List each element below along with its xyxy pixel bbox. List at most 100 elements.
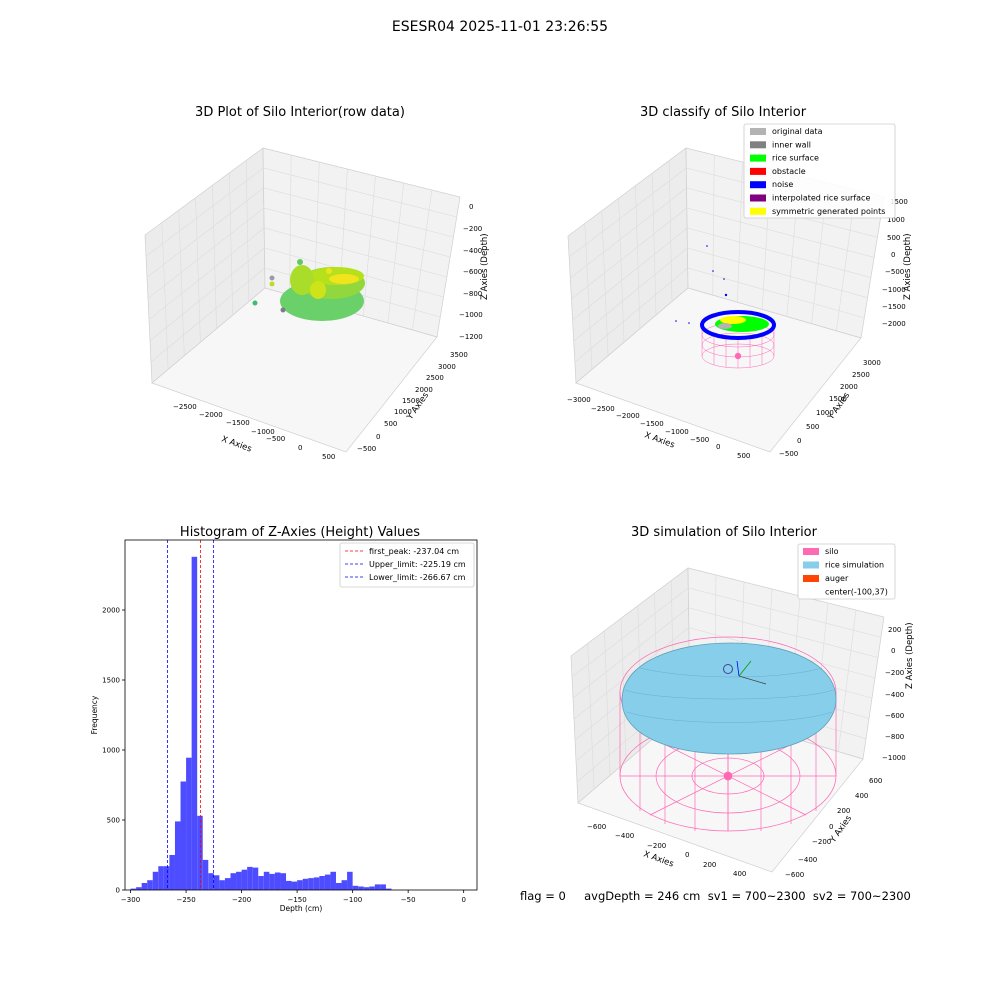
tick-label: −500 [266,435,285,443]
histogram-bar [152,871,159,890]
histogram-bar [269,873,275,890]
tick-label: 500 [322,453,335,461]
histogram-bar [330,871,336,890]
histogram-bar [197,815,203,890]
tick-label: −600 [885,712,904,720]
tick-label: 400 [855,792,868,800]
tick-label: −100 [343,896,362,904]
raw-z-ticks: 0 −200 −400 −600 −800 −1000 −1200 [459,203,483,341]
tick-label: 0 [797,437,801,445]
tick-label: 0 [891,251,895,259]
histogram-y-axis-label: Frequency [90,695,99,734]
histogram-bar [258,876,264,890]
legend-swatch [750,141,766,149]
tick-label: 2000 [840,383,858,391]
legend-label: noise [772,180,793,189]
histogram-legend: first_peak: -237.04 cm Upper_limit: -225.… [339,542,475,588]
histogram-bar [286,880,292,890]
histogram-bar [224,878,231,890]
status-text: flag = 0 avgDepth = 246 cm sv1 = 700~230… [520,889,911,903]
tick-label: 200 [888,626,901,634]
histogram-bar [358,886,364,890]
histogram-bar [302,878,309,890]
tick-label: 1000 [394,408,412,416]
histogram-bar [136,887,142,890]
tick-label: −1000 [882,754,906,762]
histogram-bar [247,866,253,890]
classified-points [675,245,776,340]
tick-label: 2000 [102,607,120,615]
simulation-plot-title: 3D simulation of Silo Interior [631,525,818,540]
tick-label: −200 [647,842,666,850]
tick-label: −800 [885,733,904,741]
histogram-reference-lines [167,540,215,890]
tick-label: −1000 [882,286,906,294]
histogram-bar [347,871,353,890]
histogram-bar [374,884,381,890]
legend-swatch [803,575,819,582]
tick-label: −200 [885,669,904,677]
raw-plot-title: 3D Plot of Silo Interior(row data) [195,105,405,120]
tick-label: 2500 [426,374,444,382]
histogram-bars [130,556,392,890]
histogram-bar [335,883,342,890]
simulation-z-ticks: 200 0 −200 −400 −600 −800 −1000 [882,626,906,762]
tick-label: −800 [463,290,482,298]
histogram-bar [169,855,175,890]
histogram-bar [236,871,242,890]
histogram-bar [191,556,198,890]
histogram-bar [186,757,192,890]
tick-label: 0 [829,823,833,831]
legend-label: obstacle [772,167,806,176]
simulation-z-axis-label: Z Axies (Depth) [905,622,915,689]
tick-label: −2000 [616,412,640,420]
tick-label: 200 [837,807,850,815]
raw-data-3d-plot: 3D Plot of Silo Interior(row data) −2500… [144,105,490,461]
tick-label: 3000 [438,363,456,371]
legend-swatch [750,194,766,202]
tick-label: −250 [176,896,195,904]
tick-label: 600 [869,777,882,785]
histogram-bar [213,875,220,890]
tick-label: −1000 [251,428,275,436]
histogram-x-axis-label: Depth (cm) [280,904,323,913]
legend-swatch [803,548,819,555]
classify-legend: original data inner wall rice surface obsta… [743,123,896,219]
tick-label: −3000 [567,396,591,404]
legend-swatch [750,181,766,189]
histogram-bar [252,867,259,890]
tick-label: −400 [615,832,634,840]
tick-label: 0 [891,647,895,655]
tick-label: 500 [806,423,819,431]
histogram-bar [141,883,148,890]
histogram-bar [385,888,392,890]
histogram-bar [280,873,287,890]
tick-label: 1000 [816,409,834,417]
tick-label: 3500 [450,351,468,359]
legend-label: interpolated rice surface [772,194,870,203]
raw-x-ticks: −2500 −2000 −1500 −1000 −500 0 500 [173,403,335,461]
legend-label: first_peak: -237.04 cm [369,547,459,556]
legend-swatch [750,154,766,162]
histogram-x-ticks: −300 −250 −200 −150 −100 −50 0 [121,890,466,904]
simulation-x-axis-label: X Axies [642,849,675,869]
legend-swatch [803,561,819,569]
tick-label: 0 [298,444,302,452]
rice-surface [621,642,837,755]
histogram-bar [163,866,170,890]
legend-swatch [750,207,766,215]
classify-3d-plot: 3D classify of Silo Interior [567,105,913,460]
simulation-y-ticks: −600 −400 −200 0 200 400 600 [785,777,882,879]
simulation-legend: silo rice simulation auger center(-100,37) [797,543,896,600]
tick-label: −400 [463,247,482,255]
tick-label: −600 [463,268,482,276]
histogram-bar [319,876,325,890]
legend-label: center(-100,37) [825,588,888,597]
legend-label: rice simulation [825,561,884,570]
legend-label: rice surface [772,154,819,163]
histogram-y-ticks: 0 500 1000 1500 2000 [102,607,125,895]
histogram-bar [308,878,314,890]
tick-label: −400 [798,856,817,864]
tick-label: 1500 [890,198,908,206]
